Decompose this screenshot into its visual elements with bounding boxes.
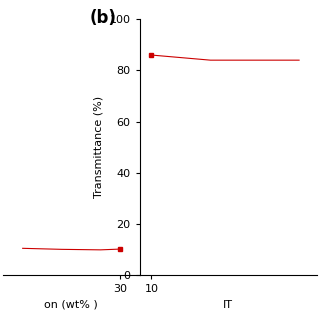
X-axis label: on (wt% ): on (wt% ) [44,300,98,310]
Y-axis label: Transmittance (%): Transmittance (%) [94,96,104,198]
X-axis label: IT: IT [223,300,233,310]
Text: (b): (b) [90,9,117,27]
